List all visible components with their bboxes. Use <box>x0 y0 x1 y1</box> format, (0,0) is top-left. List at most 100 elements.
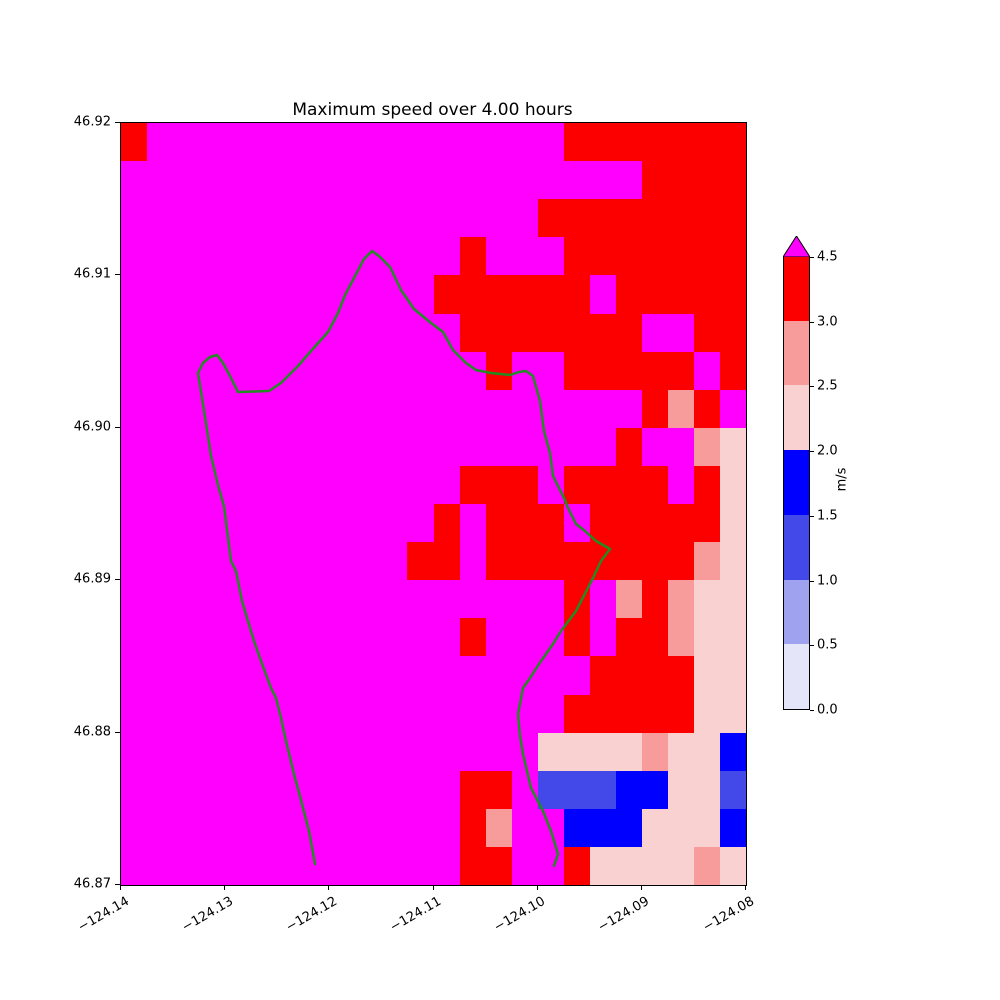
heatmap-cell <box>225 808 252 848</box>
heatmap-cell <box>693 351 721 391</box>
heatmap-cell <box>121 808 148 848</box>
heatmap-cell <box>615 465 643 505</box>
heatmap-cell <box>147 351 174 391</box>
heatmap-cell <box>667 542 695 581</box>
heatmap-cell <box>537 237 565 276</box>
heatmap-cell <box>563 542 591 581</box>
heatmap-cell <box>667 313 695 353</box>
plot-area <box>120 122 747 886</box>
heatmap-cell <box>199 656 226 696</box>
colorbar-extend-triangle <box>783 236 810 257</box>
heatmap-cell <box>225 656 252 696</box>
heatmap-cell <box>459 123 487 162</box>
heatmap-cell <box>485 427 513 467</box>
heatmap-cell <box>147 237 174 276</box>
heatmap-cell <box>355 808 383 848</box>
heatmap-cell <box>563 770 591 810</box>
colorbar-segment <box>784 514 809 580</box>
heatmap-cell <box>407 504 435 543</box>
heatmap-cell <box>251 123 278 162</box>
heatmap-cell <box>225 351 252 391</box>
heatmap-cell <box>251 618 278 657</box>
heatmap-cell <box>381 808 409 848</box>
heatmap-cell <box>459 199 487 238</box>
heatmap-cell <box>459 275 487 315</box>
heatmap-cell <box>199 161 226 200</box>
heatmap-cell <box>225 123 252 162</box>
heatmap-cell <box>693 808 721 848</box>
heatmap-cell <box>589 351 617 391</box>
heatmap-cell <box>667 618 695 657</box>
heatmap-cell <box>485 542 513 581</box>
heatmap-cell <box>303 389 330 429</box>
heatmap-cell <box>433 237 461 276</box>
heatmap-cell <box>537 313 565 353</box>
heatmap-cell <box>199 199 226 238</box>
heatmap-cell <box>563 123 591 162</box>
heatmap-cell <box>147 656 174 696</box>
heatmap-cell <box>589 846 617 885</box>
heatmap-cell <box>147 732 174 772</box>
heatmap-cell <box>693 427 721 467</box>
heatmap-cell <box>225 313 252 353</box>
heatmap-cell <box>173 732 200 772</box>
heatmap-cell <box>719 732 746 772</box>
colorbar-tick-label: 3.0 <box>817 314 838 330</box>
heatmap-cell <box>511 846 539 885</box>
heatmap-cell <box>433 656 461 696</box>
heatmap-cell <box>329 351 356 391</box>
heatmap-cell <box>407 427 435 467</box>
heatmap-cell <box>511 427 539 467</box>
heatmap-cell <box>251 199 278 238</box>
heatmap-cell <box>355 618 383 657</box>
heatmap-cell <box>407 808 435 848</box>
heatmap-cell <box>303 275 330 315</box>
heatmap-cell <box>641 389 669 429</box>
heatmap-cell <box>667 427 695 467</box>
heatmap-cell <box>199 123 226 162</box>
heatmap-cell <box>381 313 409 353</box>
heatmap-cell <box>303 694 330 734</box>
heatmap-cell <box>459 313 487 353</box>
heatmap-cell <box>433 465 461 505</box>
heatmap-cell <box>147 846 174 885</box>
y-tick-mark <box>115 274 120 276</box>
heatmap-cell <box>381 694 409 734</box>
heatmap-cell <box>719 694 746 734</box>
y-tick-mark <box>115 122 120 123</box>
heatmap-cell <box>381 161 409 200</box>
heatmap-cell <box>537 656 565 696</box>
y-tick-mark <box>115 579 120 581</box>
heatmap-cell <box>173 389 200 429</box>
heatmap-cell <box>641 846 669 885</box>
heatmap-cell <box>147 313 174 353</box>
heatmap-cell <box>121 199 148 238</box>
y-tick-label: 46.92 <box>73 114 111 130</box>
heatmap-cell <box>121 580 148 619</box>
heatmap-cell <box>693 694 721 734</box>
heatmap-cell <box>121 427 148 467</box>
heatmap-cell <box>693 580 721 619</box>
heatmap-cell <box>355 770 383 810</box>
heatmap-cell <box>485 389 513 429</box>
heatmap-cell <box>589 580 617 619</box>
heatmap-cell <box>537 275 565 315</box>
heatmap-cell <box>225 504 252 543</box>
colorbar-tick-label: 2.5 <box>817 378 838 394</box>
heatmap-cell <box>303 465 330 505</box>
heatmap-cell <box>563 313 591 353</box>
heatmap-cell <box>459 237 487 276</box>
heatmap-cell <box>693 389 721 429</box>
heatmap-cell <box>459 465 487 505</box>
heatmap-cell <box>459 656 487 696</box>
heatmap-cell <box>641 656 669 696</box>
heatmap-cell <box>589 732 617 772</box>
heatmap-cell <box>485 656 513 696</box>
heatmap-cell <box>693 770 721 810</box>
heatmap-cell <box>277 846 304 885</box>
heatmap-cell <box>433 313 461 353</box>
x-tick-mark <box>120 885 121 890</box>
heatmap-cell <box>199 504 226 543</box>
heatmap-cell <box>511 313 539 353</box>
colorbar-segment <box>784 449 809 515</box>
